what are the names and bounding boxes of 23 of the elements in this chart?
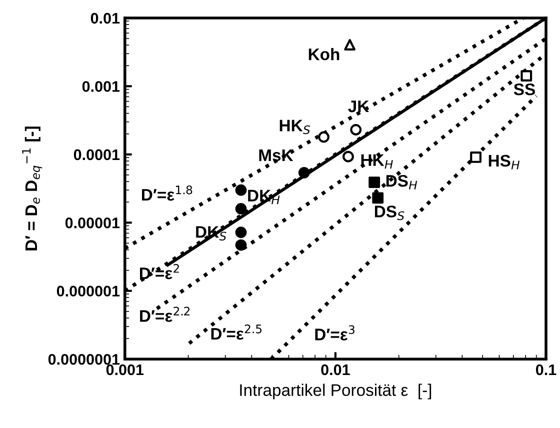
series-label: D′=ε$^{2}$ (140, 264, 179, 280)
series-label: DS$_{H}$ (386, 174, 418, 190)
y-tick-label: 0.001 (82, 81, 120, 92)
series-label: Koh (308, 48, 340, 60)
series-label: HK$_{S}$ (280, 120, 310, 134)
y-tick-label: 0.0000001 (48, 354, 120, 365)
series-label: D′=ε$^{2.5}$ (211, 324, 262, 340)
series-label: HS$_{H}$ (488, 154, 520, 170)
x-tick-label: 0.1 (536, 364, 556, 376)
y-tick-label: 0.00001 (65, 218, 120, 228)
series-label: D′=ε$^{2.2}$ (140, 306, 190, 322)
x-axis-title: Intrapartikel Porosität ε [-] (240, 384, 432, 400)
y-tick-label: 0.0001 (74, 149, 120, 160)
series-label: JK (348, 100, 369, 112)
x-tick-label: 0.01 (321, 364, 350, 376)
x-tick-label: 0.001 (106, 364, 144, 376)
series-label: DS$_{S}$ (374, 206, 404, 220)
y-tick-label: 0.000001 (56, 286, 120, 297)
series-label: D′=ε$^{1.8}$ (142, 185, 192, 201)
series-label: SS (514, 83, 535, 96)
series-label: D′=ε$^{3}$ (315, 325, 354, 340)
y-tick-label: 0.01 (90, 12, 120, 24)
y-axis-title: D′ = D$_{e}$ D$_{eq}$$^{−1}$ [-] (22, 126, 42, 250)
